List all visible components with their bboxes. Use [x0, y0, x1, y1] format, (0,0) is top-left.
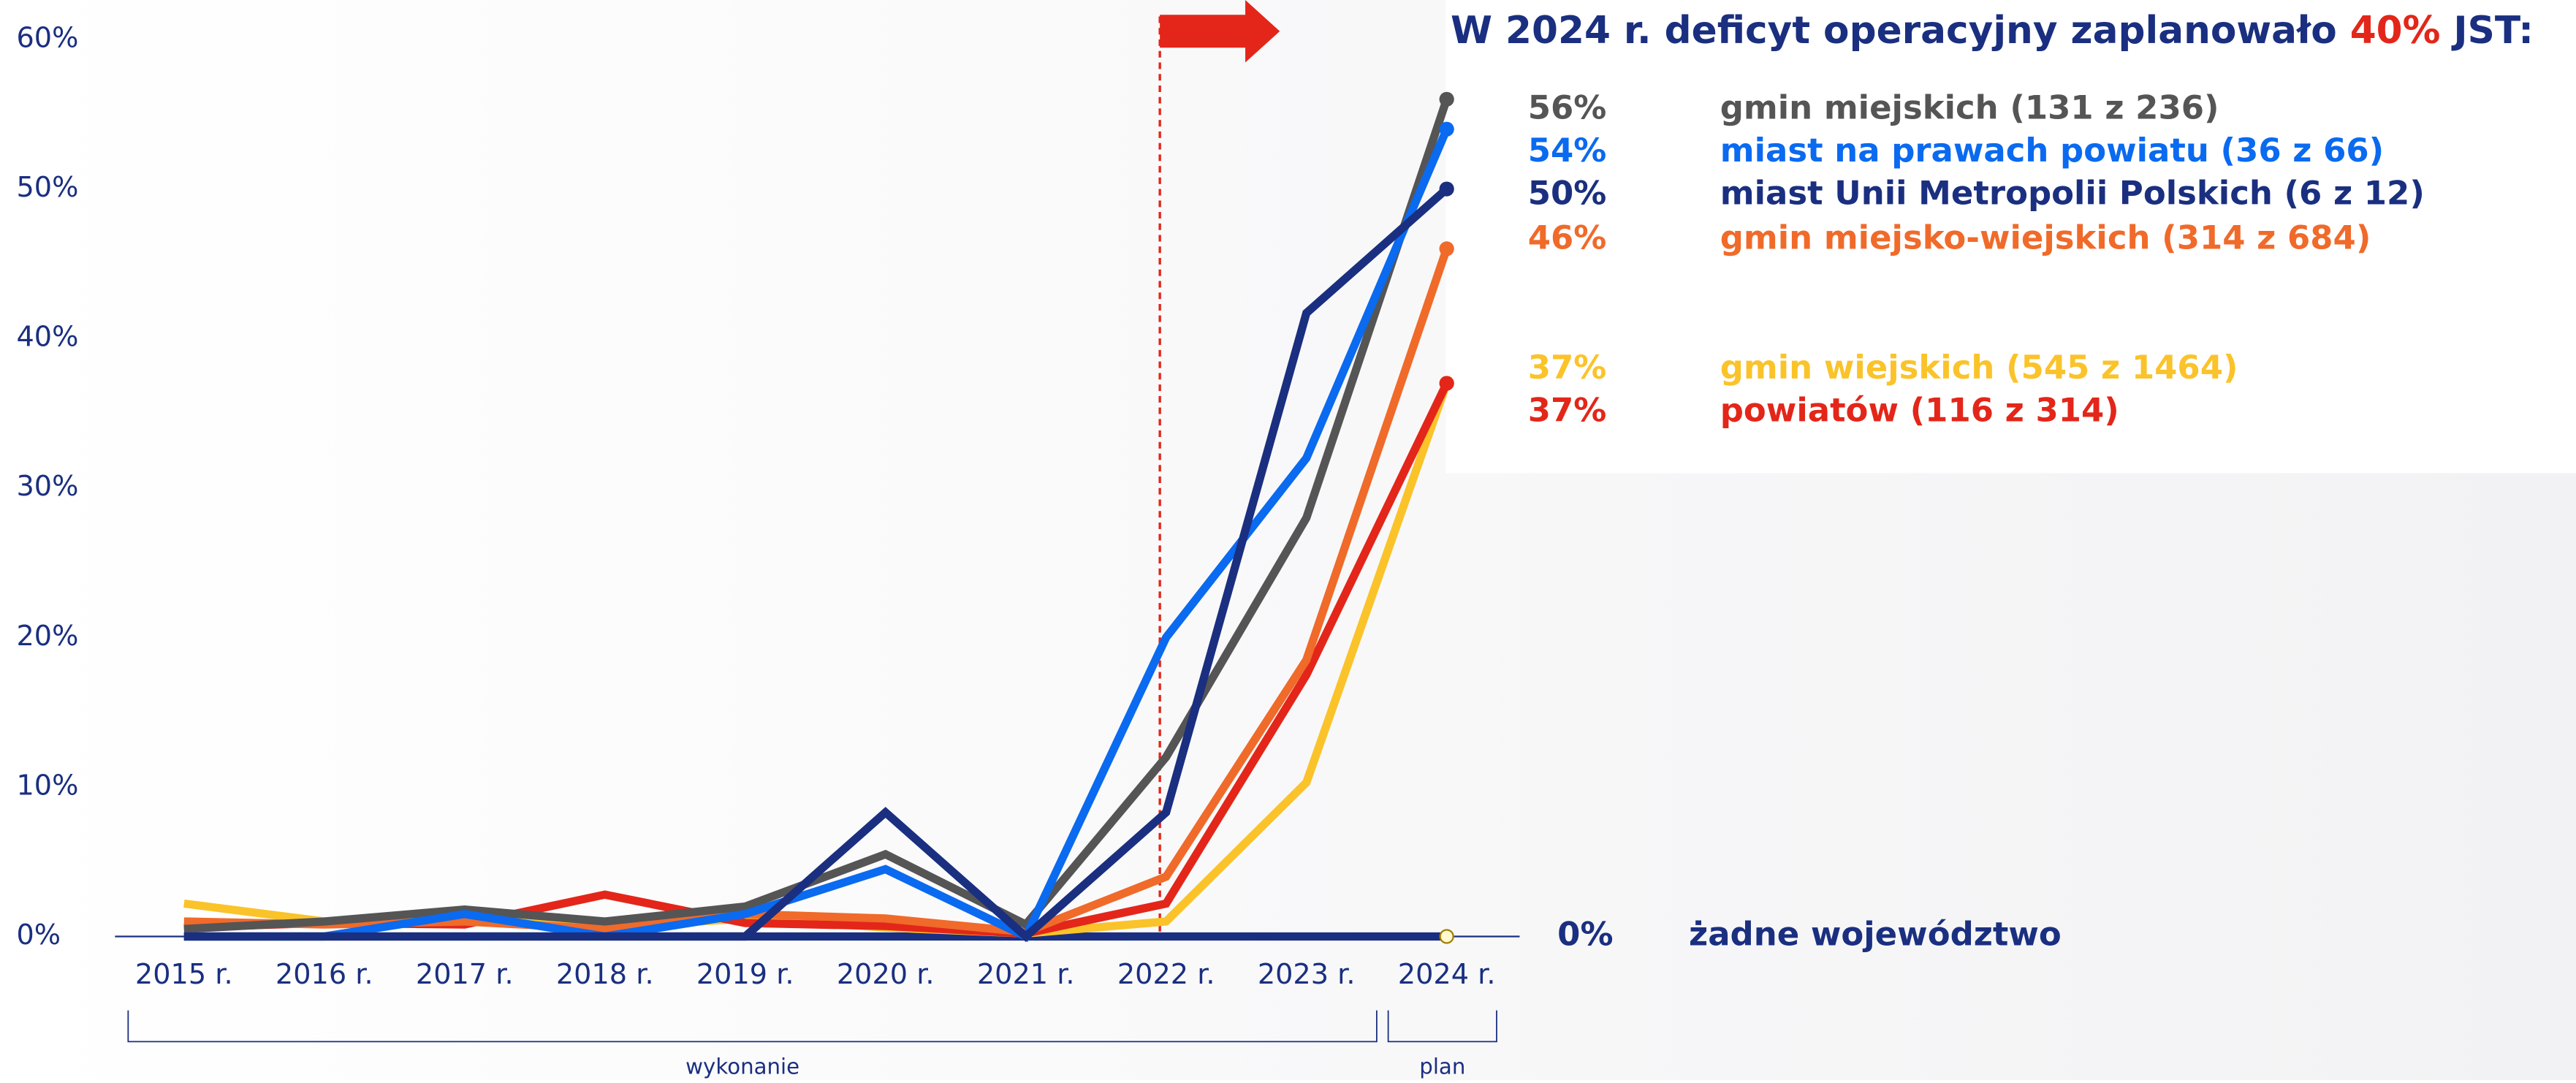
- end-marker: [1439, 181, 1454, 197]
- title-part: W 2024 r. deficyt operacyjny zaplanowało: [1451, 9, 2350, 53]
- x-tick-label: 2020 r.: [837, 959, 935, 991]
- chart-title: W 2024 r. deficyt operacyjny zaplanowało…: [1451, 9, 2534, 53]
- x-tick-label: 2022 r.: [1117, 959, 1215, 991]
- end-marker: [1439, 376, 1454, 391]
- bracket: [127, 1010, 1378, 1043]
- x-tick-label: 2016 r.: [276, 959, 373, 991]
- y-tick-label: 10%: [16, 770, 78, 802]
- x-tick-label: 2021 r.: [977, 959, 1075, 991]
- series-line: [183, 186, 1450, 942]
- legend-value: 54%: [1528, 131, 1607, 170]
- x-tick-label: 2017 r.: [416, 959, 514, 991]
- x-tick-label: 2024 r.: [1398, 959, 1496, 991]
- legend-label: gmin wiejskich (545 z 1464): [1720, 348, 2238, 387]
- legend-label: miast na prawach powiatu (36 z 66): [1720, 131, 2384, 170]
- legend-label: gmin miejskich (131 z 236): [1720, 88, 2219, 127]
- title-part: JST:: [2440, 9, 2534, 53]
- y-tick-label: 60%: [16, 23, 78, 55]
- series-line: [183, 98, 1451, 933]
- bracket: [1387, 1010, 1497, 1043]
- y-tick-label: 20%: [16, 620, 78, 653]
- x-tick-label: 2018 r.: [556, 959, 654, 991]
- y-tick-label: 0%: [16, 919, 61, 951]
- legend-panel: [1445, 0, 2576, 474]
- y-tick-label: 30%: [16, 471, 78, 503]
- legend-label: żadne województwo: [1689, 914, 2062, 953]
- legend-label: gmin miejsko-wiejskich (314 z 684): [1720, 218, 2371, 256]
- legend-value: 37%: [1528, 348, 1607, 387]
- end-marker: [1439, 241, 1454, 256]
- legend-value: 50%: [1528, 174, 1607, 213]
- x-tick-label: 2015 r.: [135, 959, 233, 991]
- legend-value: 46%: [1528, 218, 1607, 256]
- x-tick-label: 2023 r.: [1258, 959, 1356, 991]
- legend-value: 37%: [1528, 390, 1607, 429]
- legend-value: 56%: [1528, 88, 1607, 127]
- end-marker: [1439, 929, 1454, 944]
- legend-label: powiatów (116 z 314): [1720, 390, 2119, 429]
- x-tick-label: 2019 r.: [696, 959, 794, 991]
- end-marker: [1439, 121, 1454, 137]
- end-marker: [1439, 91, 1454, 107]
- y-tick-label: 50%: [16, 172, 78, 204]
- title-highlight: 40%: [2350, 9, 2441, 53]
- arrow: [1160, 0, 1280, 63]
- annotation: plan: [1419, 1054, 1465, 1079]
- legend-label: miast Unii Metropolii Polskich (6 z 12): [1720, 174, 2425, 213]
- annotation: wykonanie: [685, 1054, 799, 1079]
- legend-value: 0%: [1557, 914, 1613, 953]
- y-tick-label: 40%: [16, 322, 78, 354]
